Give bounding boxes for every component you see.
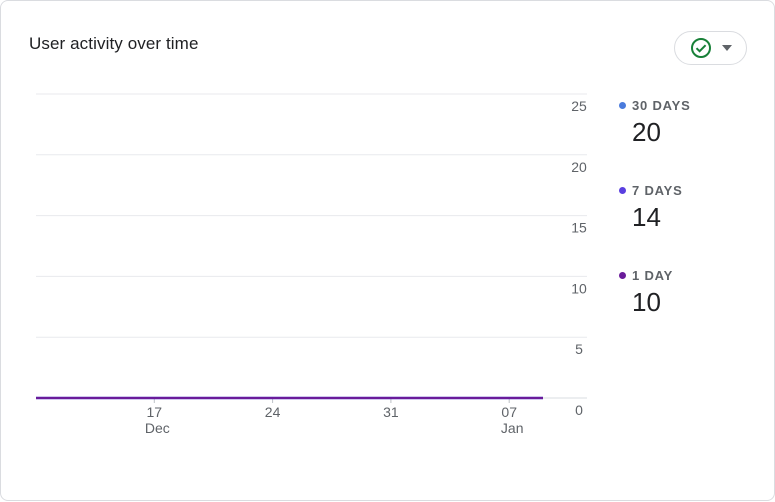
legend-dot xyxy=(619,101,626,109)
y-tick-label: 15 xyxy=(571,220,587,236)
legend-value: 10 xyxy=(632,287,661,317)
legend-row: 1 DAY xyxy=(619,267,673,283)
status-dropdown-button[interactable] xyxy=(674,31,747,65)
legend-value: 20 xyxy=(632,117,661,147)
card-title: User activity over time xyxy=(29,34,199,53)
legend-row: 7 DAYS xyxy=(619,182,683,198)
x-tick-label: 17 xyxy=(147,404,163,420)
x-tick-label: 24 xyxy=(265,404,281,420)
y-tick-label: 20 xyxy=(571,159,587,175)
legend-dot xyxy=(619,186,626,194)
caret-down-icon xyxy=(721,45,732,51)
check-circle-icon xyxy=(690,37,712,59)
legend-row: 30 DAYS xyxy=(619,97,691,113)
y-tick-label: 10 xyxy=(571,280,587,296)
legend-item: 7 DAYS 14 xyxy=(619,182,683,233)
legend-item: 30 DAYS 20 xyxy=(619,97,691,148)
x-tick-month-label: Jan xyxy=(501,420,524,436)
x-tick-month-label: Dec xyxy=(145,420,170,436)
x-tick-label: 31 xyxy=(383,404,399,420)
legend-label: 7 DAYS xyxy=(632,182,683,198)
y-tick-label: 5 xyxy=(575,341,583,357)
legend-label: 1 DAY xyxy=(632,267,674,283)
legend-item: 1 DAY 10 xyxy=(619,267,673,318)
legend-dot xyxy=(619,271,626,279)
legend-value: 14 xyxy=(632,202,661,232)
y-tick-label: 25 xyxy=(571,98,587,114)
legend-label: 30 DAYS xyxy=(632,97,691,113)
y-tick-label: 0 xyxy=(575,402,583,418)
x-tick-label: 07 xyxy=(501,404,517,420)
